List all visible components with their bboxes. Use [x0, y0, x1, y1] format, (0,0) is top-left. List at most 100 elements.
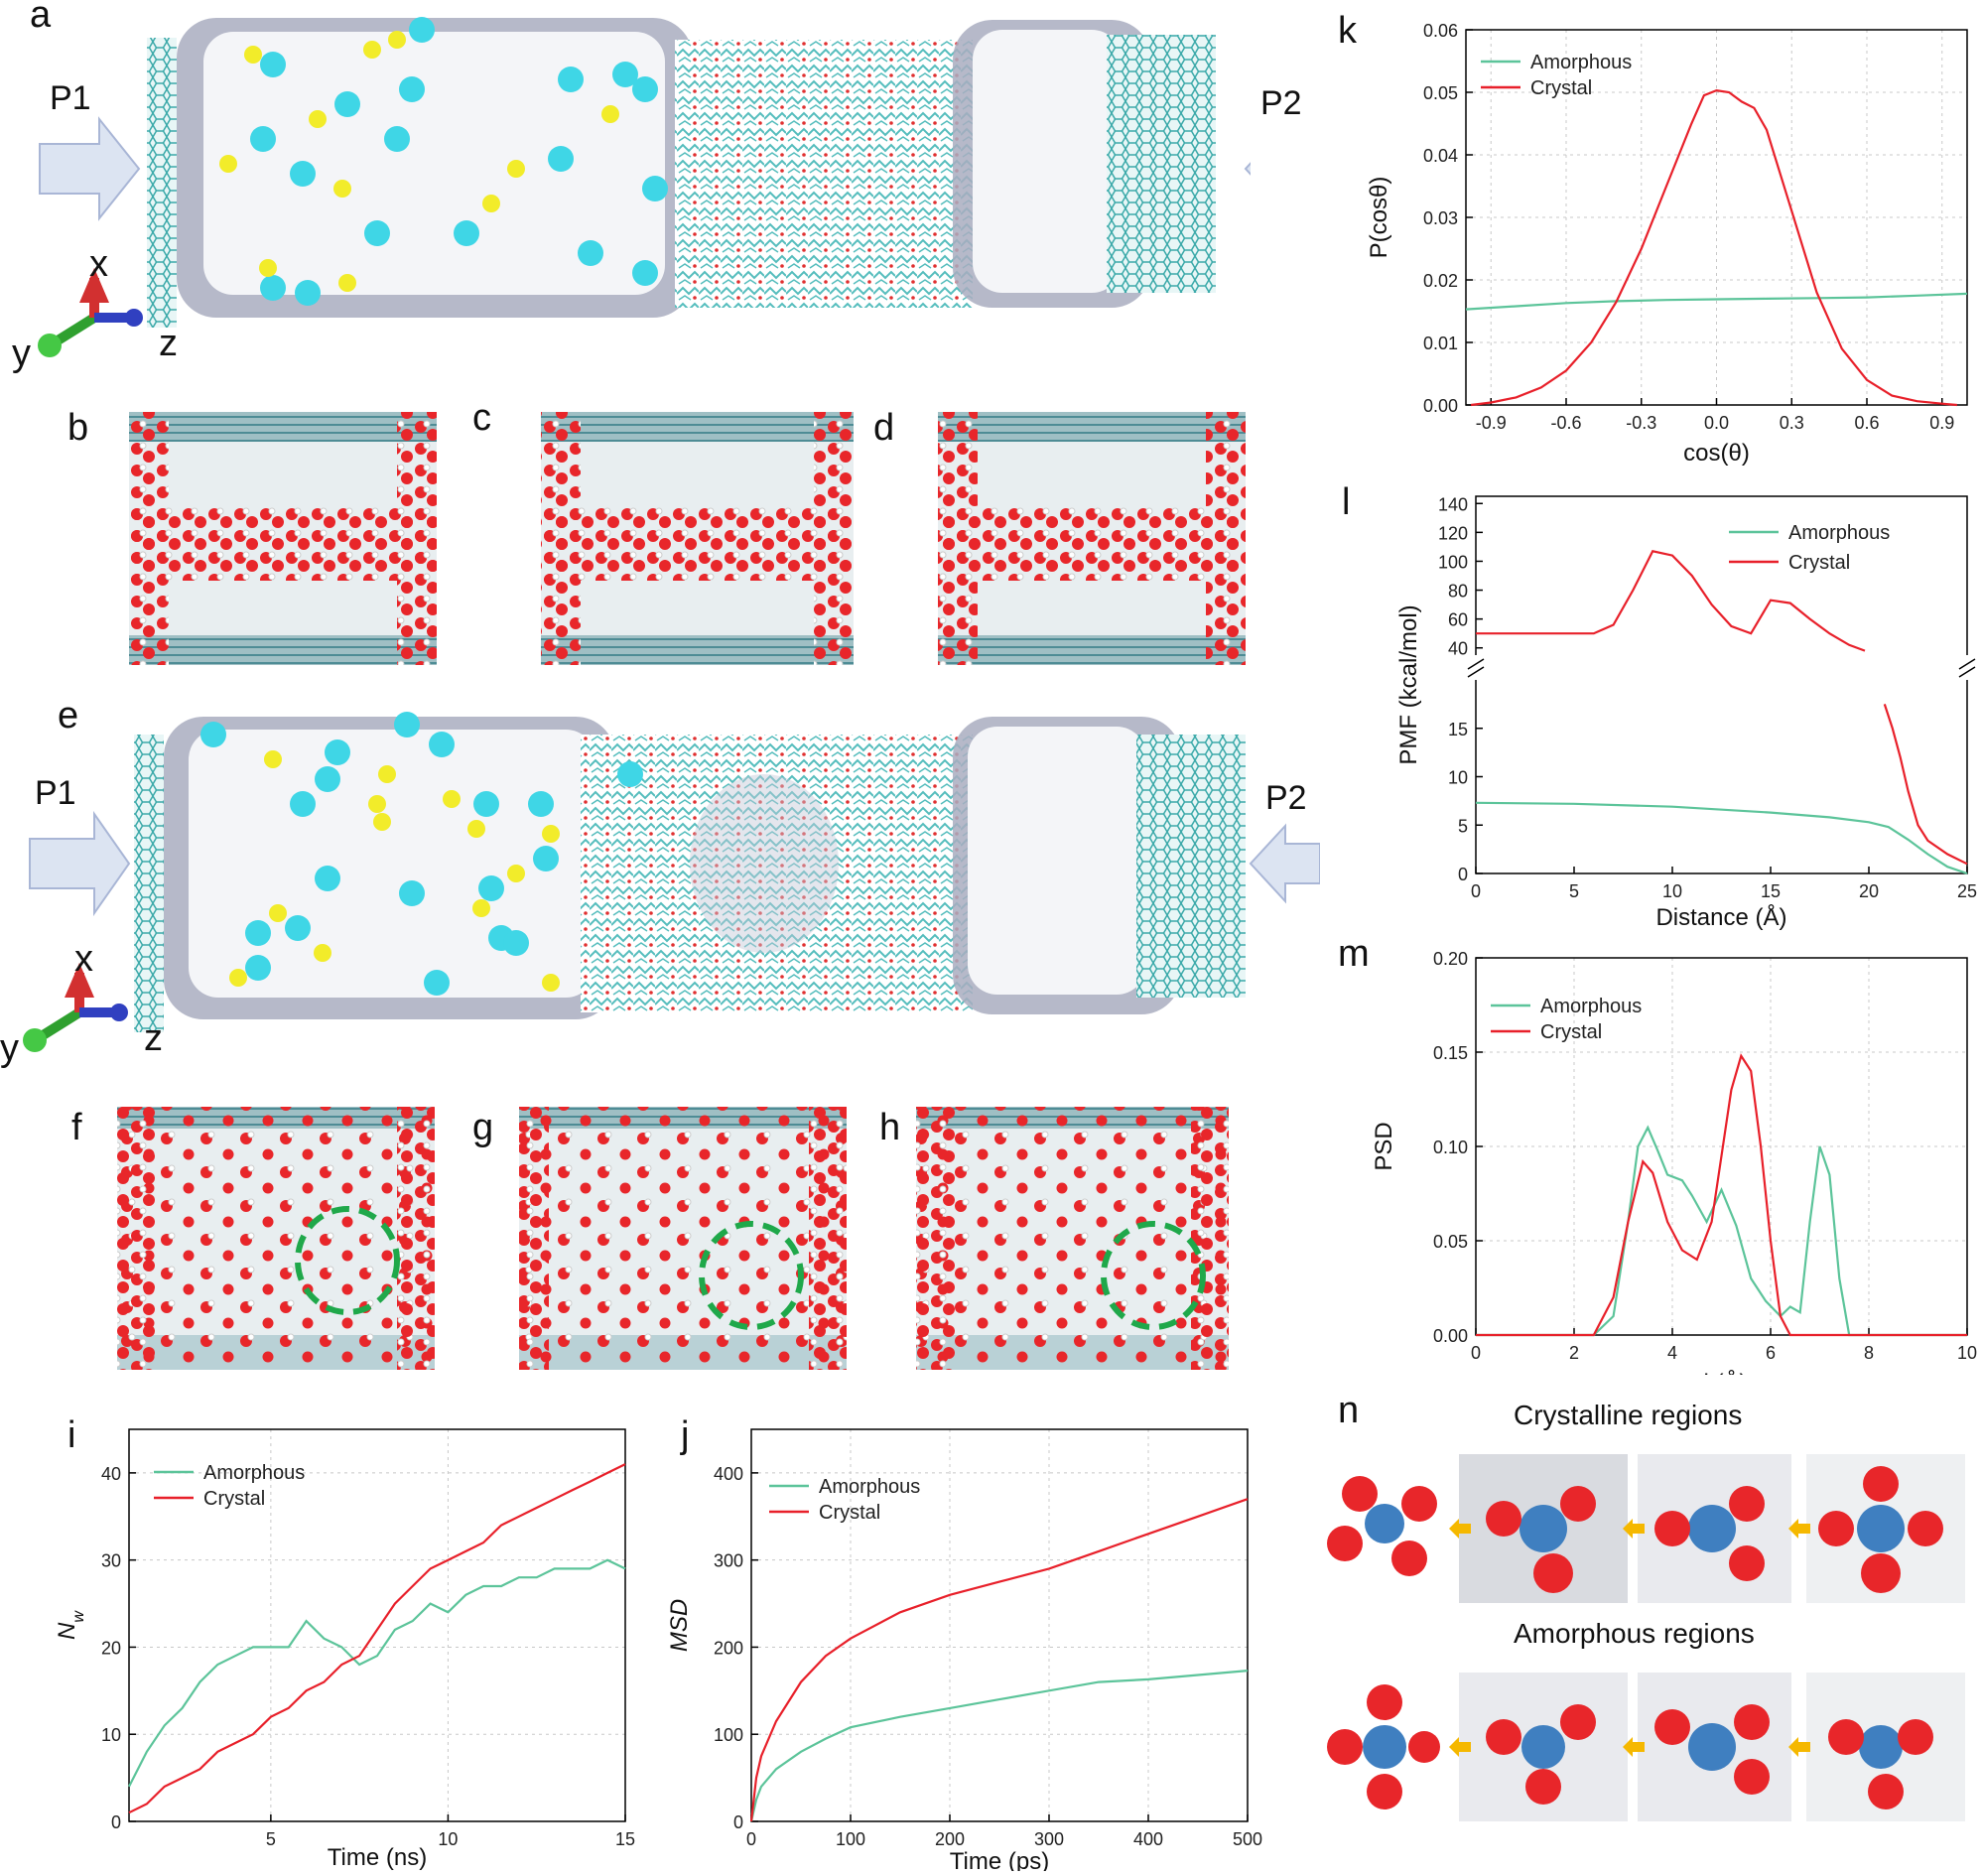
highlight-circle-g [699, 1221, 804, 1330]
series-line-amorphous [1465, 292, 1968, 311]
x-tick-label: 300 [1034, 1829, 1064, 1849]
plot-frame [750, 1428, 1249, 1822]
y-tick-label: 0.06 [1423, 21, 1458, 41]
legend-label-crystal: Crystal [1540, 1021, 1602, 1043]
series-line-crystal [128, 1463, 626, 1814]
x-tick-label: 0.6 [1854, 413, 1879, 433]
y-tick-label: 0.01 [1423, 334, 1458, 353]
panel-label-h: h [879, 1107, 901, 1148]
series-line-amorphous [1475, 801, 1968, 875]
label-p1: P1 [50, 79, 91, 117]
x-tick-label: 2 [1569, 1343, 1579, 1363]
feed-reservoir [203, 32, 665, 295]
x-tick-label: 20 [1859, 881, 1879, 901]
snapshot-h [916, 1107, 1229, 1370]
y-axis-label: PMF (kcal/mol) [1395, 604, 1422, 764]
panel-label-n: n [1338, 1390, 1360, 1431]
y-tick-label: 200 [714, 1638, 743, 1658]
label-axis-z-e: z [144, 1017, 163, 1059]
y-tick-label-lower: 10 [1448, 768, 1468, 788]
y-tick-label-lower: 15 [1448, 720, 1468, 739]
panel-label-g: g [472, 1107, 494, 1148]
x-tick-label: 5 [1569, 881, 1579, 901]
panel-label-i: i [67, 1414, 76, 1456]
y-tick-label: 100 [714, 1725, 743, 1745]
panel-label-l: l [1342, 481, 1351, 523]
crystalline-sequence [1327, 1454, 1965, 1603]
x-tick-label: 0.3 [1780, 413, 1804, 433]
panel-label-j: j [681, 1414, 690, 1456]
snapshot-b [129, 412, 437, 665]
graphene-sheet-left [147, 38, 177, 328]
x-axis-label: Time (ps) [950, 1848, 1049, 1871]
label-axis-x-e: x [74, 938, 93, 980]
polymer-layer [675, 40, 973, 308]
y-tick-label: 400 [714, 1464, 743, 1484]
simulation-a-drawing [38, 17, 1316, 357]
x-tick-label: 25 [1957, 881, 1977, 901]
panel-label-m: m [1338, 933, 1370, 975]
highlight-circle-f [295, 1206, 400, 1315]
water-snapshots-fgh [117, 1107, 1229, 1370]
axis-y-arrow [52, 313, 97, 347]
label-p2: P2 [1260, 84, 1302, 122]
panel-n-title-amorphous: Amorphous regions [1514, 1618, 1755, 1649]
pressure-arrow-p1 [39, 116, 141, 221]
legend-label-crystal: Crystal [203, 1488, 265, 1510]
x-tick-label: 0 [1471, 881, 1481, 901]
highlight-circle-h [1101, 1221, 1206, 1330]
y-tick-label-upper: 60 [1448, 610, 1468, 630]
panel-label-d: d [873, 407, 895, 449]
panel-label-e: e [58, 695, 79, 737]
x-tick-label: 10 [438, 1829, 458, 1849]
y-axis-label: P(cosθ) [1366, 177, 1392, 259]
label-axis-x: x [89, 243, 108, 285]
chart-i-water-count: 5 10 15 0 10 20 30 40 Time (ns) Nw Amorphous Crysta… [54, 1428, 635, 1871]
x-axis-label: Time (ns) [328, 1844, 427, 1871]
x-axis-label: d (Å) [1695, 1369, 1747, 1375]
series-line-amorphous [749, 1670, 1249, 1822]
y-tick-label: 0.05 [1423, 83, 1458, 103]
y-tick-label: 10 [101, 1725, 121, 1745]
legend-label-amorphous: Amorphous [203, 1462, 305, 1484]
legend-label-crystal: Crystal [1530, 77, 1592, 99]
x-tick-label: -0.6 [1550, 413, 1581, 433]
y-tick-label-upper: 80 [1448, 582, 1468, 602]
series-line-amorphous [128, 1558, 626, 1788]
series-line-crystal [1476, 1053, 1967, 1337]
legend-label-crystal: Crystal [1788, 552, 1850, 574]
y-tick-label: 40 [101, 1464, 121, 1484]
legend-label-crystal: Crystal [819, 1502, 880, 1524]
legend-label-amorphous: Amorphous [1540, 996, 1642, 1017]
y-tick-label-upper: 100 [1438, 552, 1468, 572]
chart-l-pmf: 0 5 10 15 20 25406080100120140051015Distance … [1395, 494, 1977, 931]
y-axis-label-sub: w [70, 1610, 87, 1623]
y-tick-label-upper: 40 [1448, 639, 1468, 659]
panel-label-a: a [30, 0, 52, 36]
panel-label-c: c [472, 397, 491, 439]
graphene-sheet-right [1107, 35, 1216, 293]
series-line-crystal [1470, 88, 1957, 407]
y-tick-label: 300 [714, 1551, 743, 1571]
permeate-reservoir [973, 30, 1122, 293]
y-tick-label: 0.04 [1423, 146, 1458, 166]
x-tick-label: 6 [1766, 1343, 1776, 1363]
x-tick-label: 500 [1233, 1829, 1262, 1849]
x-tick-label: 0.9 [1929, 413, 1954, 433]
snapshot-d [938, 412, 1246, 665]
chart-m-psd: 0 2 4 6 8 10 0.00 0.05 0.10 0.15 0.20 d (Å) PSD Amorp… [1371, 949, 1977, 1375]
x-tick-label: -0.9 [1476, 413, 1507, 433]
pressure-arrow-p2 [1244, 128, 1316, 209]
panel-label-b: b [67, 407, 89, 449]
x-tick-label: 4 [1667, 1343, 1677, 1363]
x-tick-label: 0 [1471, 1343, 1481, 1363]
legend-label-amorphous: Amorphous [1530, 52, 1632, 73]
amorphous-sequence [1327, 1673, 1965, 1821]
plot-frame-lower [1475, 680, 1968, 874]
x-tick-label: 10 [1957, 1343, 1977, 1363]
series-line-crystal [1476, 550, 1866, 652]
series-line-crystal [749, 1498, 1249, 1822]
ions-group-e [200, 712, 643, 996]
y-tick-label: 0.00 [1423, 396, 1458, 416]
legend-label-amorphous: Amorphous [819, 1476, 920, 1498]
